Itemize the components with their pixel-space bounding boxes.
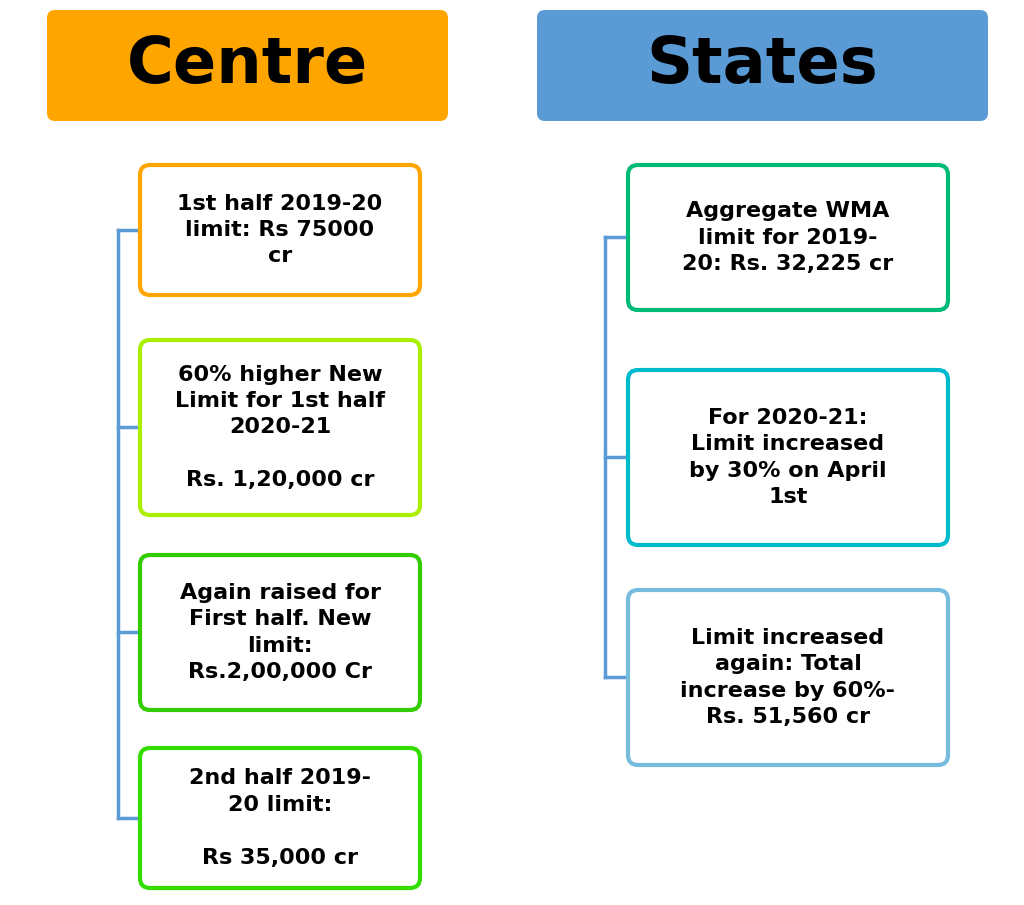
FancyBboxPatch shape <box>140 340 420 515</box>
FancyBboxPatch shape <box>628 590 948 765</box>
Text: Again raised for
First half. New
limit:
Rs.2,00,000 Cr: Again raised for First half. New limit: … <box>179 583 381 682</box>
FancyBboxPatch shape <box>140 748 420 888</box>
FancyBboxPatch shape <box>140 555 420 710</box>
FancyBboxPatch shape <box>628 370 948 545</box>
Text: 2nd half 2019-
20 limit:

Rs 35,000 cr: 2nd half 2019- 20 limit: Rs 35,000 cr <box>189 768 371 868</box>
FancyBboxPatch shape <box>47 10 449 121</box>
FancyBboxPatch shape <box>628 165 948 310</box>
Text: 60% higher New
Limit for 1st half
2020-21

Rs. 1,20,000 cr: 60% higher New Limit for 1st half 2020-2… <box>175 365 385 491</box>
Text: Limit increased
again: Total
increase by 60%-
Rs. 51,560 cr: Limit increased again: Total increase by… <box>681 628 896 727</box>
Text: States: States <box>646 34 879 97</box>
Text: Aggregate WMA
limit for 2019-
20: Rs. 32,225 cr: Aggregate WMA limit for 2019- 20: Rs. 32… <box>682 201 894 274</box>
FancyBboxPatch shape <box>537 10 988 121</box>
Text: For 2020-21:
Limit increased
by 30% on April
1st: For 2020-21: Limit increased by 30% on A… <box>689 408 887 507</box>
Text: 1st half 2019-20
limit: Rs 75000
cr: 1st half 2019-20 limit: Rs 75000 cr <box>177 194 383 266</box>
Text: Centre: Centre <box>127 34 368 97</box>
FancyBboxPatch shape <box>140 165 420 295</box>
